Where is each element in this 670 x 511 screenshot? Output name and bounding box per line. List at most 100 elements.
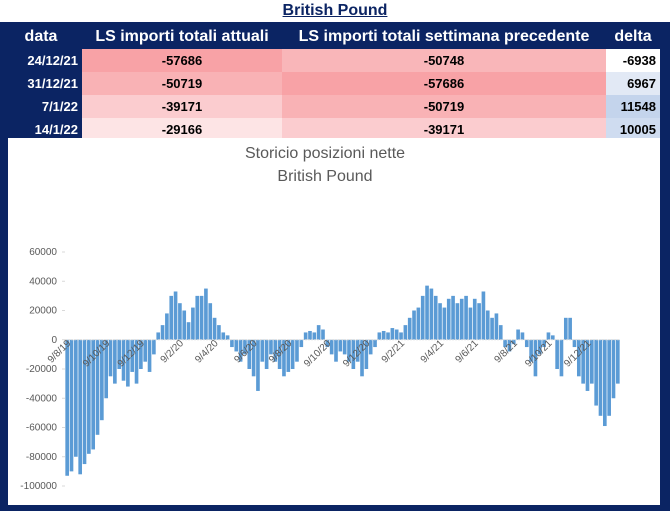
bar [230,339,234,348]
bar [390,328,395,340]
table-cell: -39171 [282,118,606,141]
bar [264,339,269,369]
bar [338,339,343,352]
bar [481,291,486,340]
bar [139,339,143,369]
bar [468,307,473,340]
bar [403,325,408,340]
y-tick-label: -40000 [26,393,58,404]
bar [589,339,594,384]
bar [82,339,87,465]
bar [360,339,364,377]
table-row: 14/1/22 -29166 -39171 10005 [0,118,660,141]
bar [533,339,538,377]
chart-area [8,138,660,505]
bar [290,339,295,369]
bar [269,339,273,355]
bar [186,322,191,340]
bar [373,339,377,348]
bar [221,332,226,340]
bar [329,339,334,355]
chart: Storicio posizioni nette British Pound -… [8,138,660,505]
bar [303,332,308,340]
bar [325,339,330,348]
bar [182,310,187,340]
bar [537,339,542,355]
table-cell: 6967 [606,72,660,95]
table-cell: 24/12/21 [0,49,82,72]
bar [191,307,195,340]
bar [377,332,382,340]
bar [524,339,529,348]
bar [277,339,282,369]
bar [321,329,325,340]
bar [234,339,239,352]
bar [394,329,399,340]
bar [74,339,78,457]
bar [334,339,338,362]
bar [420,295,425,340]
bar [130,339,135,372]
chart-subtitle: British Pound [277,168,372,185]
table-row: 24/12/21 -57686 -50748 -6938 [0,49,660,72]
bar [251,339,256,377]
bar [212,317,217,340]
table-cell: -57686 [82,49,282,72]
bar [529,339,533,362]
bar [494,313,499,340]
bar [78,339,82,475]
bar [442,307,447,340]
bar [546,332,551,340]
bar [603,339,607,427]
bar [563,317,568,340]
bar [65,339,69,476]
y-tick-label: -20000 [26,364,58,375]
bar [368,339,373,355]
y-tick-label: 60000 [29,247,57,258]
table-cell: -50748 [282,49,606,72]
bar [286,339,291,372]
bar [178,303,182,340]
bar [598,339,603,416]
table-row: 31/12/21 -50719 -57686 6967 [0,72,660,95]
bar [121,339,126,381]
bar [160,325,165,340]
bar [247,339,252,369]
bar [364,339,369,369]
y-tick-label: 20000 [29,306,57,317]
bar [464,295,468,340]
header-cell: delta [606,24,660,49]
bar [498,325,503,340]
bar [542,339,546,348]
bar [611,339,616,399]
table-title: British Pound [0,0,670,22]
header-cell: LS importi totali settimana precedente [282,24,606,49]
bar [511,339,516,345]
table: data LS importi totali attuali LS importi … [0,24,660,141]
bar [295,339,299,362]
bar [433,295,438,340]
bar [581,339,585,384]
bar [95,339,100,435]
y-tick-label: -60000 [26,423,58,434]
bar [199,295,204,340]
header-cell: data [0,24,82,49]
bar [425,285,429,340]
bar [347,339,351,362]
bar [299,339,304,348]
bar [134,339,139,384]
bar [559,339,564,377]
header-cell: LS importi totali attuali [82,24,282,49]
bar [308,330,312,340]
bar [69,339,74,472]
bar [143,339,148,362]
bar [256,339,260,391]
bar [260,339,265,362]
chart-title: Storicio posizioni nette [245,145,405,162]
bar [165,313,169,340]
table-cell: -6938 [606,49,660,72]
bar [282,339,286,377]
bar [459,298,464,340]
y-tick-label: -100000 [20,481,57,492]
